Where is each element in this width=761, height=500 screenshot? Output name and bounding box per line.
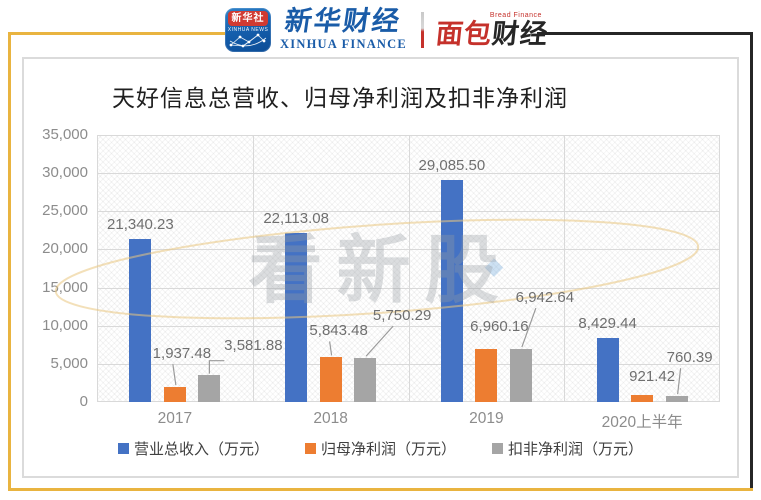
gridline-horizontal [97,326,720,327]
bar [631,394,654,402]
x-axis-category-label: 2018 [313,410,348,427]
y-axis-tick-label: 20,000 [42,240,88,258]
value-label: 1,937.48 [152,345,212,363]
y-axis-tick-label: 5,000 [50,354,88,372]
value-label: 29,085.50 [418,157,486,175]
legend-label: 营业总收入（万元） [133,441,269,458]
bar [129,239,152,402]
chart-title: 天好信息总营收、归母净利润及扣非净利润 [112,85,568,111]
y-axis-tick-label: 25,000 [42,202,88,220]
bar [354,358,377,402]
bread-finance-logo: Bread Finance 面包财经 [434,11,550,49]
value-label: 8,429.44 [578,314,637,332]
xinhua-finance-en: XINHUA FINANCE [280,37,407,51]
x-axis-category-label: 2020上半年 [601,414,683,431]
frame-left-gold [8,32,11,489]
frame-top-right-dark [537,32,753,35]
frame-right-dark [750,33,753,488]
xinhua-finance-cn: 新华财经 [283,6,404,36]
y-axis-tick-label: 10,000 [42,316,88,334]
legend-swatch [492,443,503,454]
bread-finance-en: Bread Finance [489,11,542,19]
legend-swatch [117,443,129,454]
value-label: 3,581.88 [224,336,283,354]
xinhua-icon-sublabel: XINHUA NEWS [227,27,269,33]
legend: 营业总收入（万元） 归母净利润（万元） 扣非净利润（万元） [24,438,737,459]
gridline-horizontal [97,364,720,365]
legend-item: 营业总收入（万元） [117,438,269,459]
bar [596,337,619,402]
y-axis-tick-label: 15,000 [42,278,88,296]
bar [475,348,498,402]
gridline-horizontal [97,211,720,212]
y-axis-tick-label: 35,000 [42,126,88,143]
xinhua-news-app-icon: 新华社 XINHUA NEWS [225,8,272,52]
network-globe-icon [229,33,267,48]
bar [163,387,186,402]
bread-finance-cn-dark: 财经 [490,18,550,49]
header: 新华社 XINHUA NEWS 新华财经 XINHUA FINANCE Brea… [6,4,761,56]
y-axis-tick-label: 30,000 [42,164,88,182]
bar [319,357,342,402]
value-label: 21,340.23 [107,216,174,234]
legend-item: 归母净利润（万元） [304,438,456,459]
xinhua-finance-logo: 新华财经 XINHUA FINANCE [280,6,407,52]
value-label: 6,942.64 [515,289,575,307]
legend-item: 扣非净利润（万元） [492,438,643,459]
watermark-text: 看新股 [248,228,513,312]
legend-swatch [304,443,316,454]
frame-bottom-gold [8,488,753,491]
frame-top-left-gold [8,32,242,35]
bar [665,396,688,402]
legend-label: 归母净利润（万元） [320,441,456,458]
gridline-horizontal [97,173,720,174]
gridline-vertical [564,135,565,402]
y-axis-tick-label: 0 [79,393,88,410]
legend-label: 扣非净利润（万元） [508,441,644,458]
chart-card: 天好信息总营收、归母净利润及扣非净利润 看新股 营业总收入（万元） 归母净利润（万… [22,57,739,478]
bread-finance-cn-red: 面包 [434,18,494,49]
value-label: 921.42 [629,367,676,385]
bar [509,349,532,402]
bar [198,374,221,402]
value-label: 5,843.48 [309,322,368,340]
xinhua-icon-label: 新华社 [228,11,269,26]
value-label: 6,960.16 [470,317,529,335]
value-label: 760.39 [666,349,713,367]
x-axis-category-label: 2019 [469,410,504,427]
logo-divider [420,12,424,48]
x-axis-category-label: 2017 [157,410,193,427]
